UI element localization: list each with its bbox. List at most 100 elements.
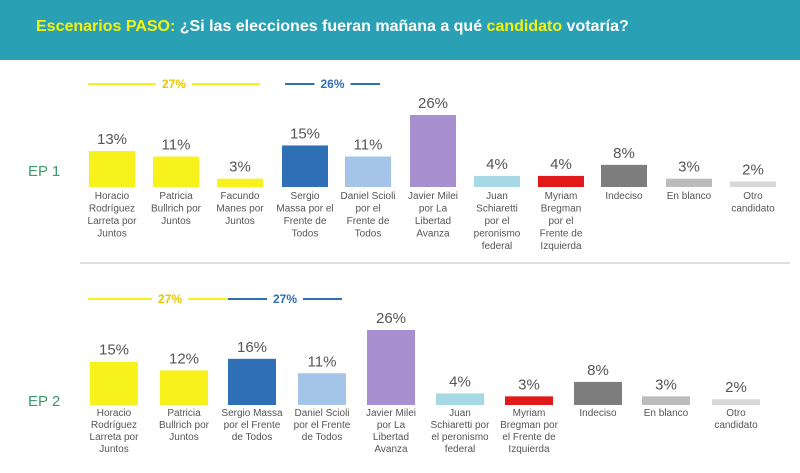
data-label: 15% <box>99 342 129 359</box>
tick-label-line: el Frente de <box>502 432 556 443</box>
bar <box>601 164 647 187</box>
tick-label: En blanco <box>644 408 689 419</box>
data-label: 12% <box>169 350 199 367</box>
tick-label-line: Horacio <box>97 408 132 419</box>
data-label: 2% <box>725 379 747 396</box>
tick-label-line: Myriam <box>513 408 546 419</box>
group-total-label: 27% <box>162 77 186 91</box>
tick-label: Daniel Scioli por el Frente de Todos <box>340 191 395 240</box>
tick-label-line: Indeciso <box>579 408 617 419</box>
data-label: 3% <box>678 159 700 176</box>
tick-label-line: Rodríguez <box>91 420 137 431</box>
tick-label-line: Facundo <box>221 191 260 202</box>
header-banner: Escenarios PASO: ¿Si las elecciones fuer… <box>0 0 800 60</box>
data-label: 26% <box>376 310 406 327</box>
tick-label: Patricia Bullrich por Juntos <box>159 408 210 443</box>
bar <box>160 370 208 405</box>
bar <box>666 178 712 187</box>
group-total-label: 26% <box>320 77 344 91</box>
tick-label-line: Avanza <box>374 444 408 455</box>
tick-label-line: Libertad <box>373 432 409 443</box>
group-total-label: 27% <box>158 292 182 306</box>
tick-label: En blanco <box>667 191 712 202</box>
tick-label-line: Larreta por <box>90 432 140 443</box>
tick-label-line: Schiaretti por <box>431 420 491 431</box>
tick-label-line: Todos <box>355 229 382 240</box>
tick-label-line: En blanco <box>667 191 712 202</box>
tick-label-line: Izquierda <box>540 241 582 252</box>
tick-label: Indeciso <box>605 191 643 202</box>
tick-label: Juan Schiaretti por el peronismo federal <box>431 408 491 455</box>
tick-label-line: Manes por <box>216 204 264 215</box>
tick-label-line: Avanza <box>416 229 450 240</box>
tick-label: Myriam Bregman por el Frente de Izquierda <box>540 191 583 252</box>
title-prefix: Escenarios PASO: <box>36 18 176 35</box>
tick-label-line: Frente de <box>347 216 390 227</box>
tick-label-line: Juntos <box>161 216 190 227</box>
tick-label-line: En blanco <box>644 408 689 419</box>
tick-label-line: Patricia <box>159 191 193 202</box>
tick-label-line: Patricia <box>167 408 201 419</box>
tick-label-line: Schiaretti <box>476 204 518 215</box>
series-label-ep2: EP 2 <box>28 393 60 410</box>
bar <box>712 399 760 405</box>
tick-label-line: por el Frente <box>224 420 281 431</box>
tick-label-line: por La <box>377 420 406 431</box>
data-label: 8% <box>613 145 635 162</box>
bar <box>642 396 690 405</box>
data-label: 11% <box>308 353 337 370</box>
bar <box>505 396 553 405</box>
bar <box>298 373 346 405</box>
tick-label: Otro candidato <box>714 408 758 431</box>
bar <box>474 175 520 187</box>
bar <box>345 156 391 187</box>
tick-label-line: Javier Milei <box>408 191 458 202</box>
chart-title: Escenarios PASO: ¿Si las elecciones fuer… <box>36 18 629 36</box>
tick-label-line: Juan <box>449 408 471 419</box>
tick-label-line: peronismo <box>474 229 521 240</box>
tick-label-line: por el <box>484 216 509 227</box>
tick-label-line: Rodríguez <box>89 204 135 215</box>
tick-label-line: Massa por el <box>276 204 333 215</box>
tick-label-line: de Todos <box>302 432 342 443</box>
tick-label-line: federal <box>482 241 513 252</box>
bar <box>574 381 622 405</box>
bar <box>90 361 138 405</box>
bar <box>730 181 776 187</box>
tick-label-line: Juan <box>486 191 508 202</box>
tick-label-line: Juntos <box>225 216 254 227</box>
tick-label-line: Daniel Scioli <box>340 191 395 202</box>
tick-label-line: Juntos <box>169 432 198 443</box>
bar <box>436 393 484 405</box>
tick-label-line: Izquierda <box>508 444 550 455</box>
tick-label: Otro candidato <box>731 191 775 215</box>
data-label: 26% <box>418 95 448 112</box>
data-label: 3% <box>229 159 251 176</box>
tick-label-line: Juntos <box>97 229 126 240</box>
tick-label-line: federal <box>445 444 476 455</box>
tick-label-line: Bregman por <box>500 420 558 431</box>
tick-label-line: Daniel Scioli <box>294 408 349 419</box>
bar <box>217 178 263 187</box>
data-label: 4% <box>550 156 572 173</box>
tick-label-line: Frente de <box>540 229 583 240</box>
tick-label: Juan Schiaretti por el peronismo federal <box>474 191 521 252</box>
tick-label-line: Bregman <box>541 204 582 215</box>
tick-label-line: Sergio Massa <box>221 408 283 419</box>
tick-label: Javier Milei por La Libertad Avanza <box>408 191 458 240</box>
data-label: 4% <box>449 373 471 390</box>
tick-label: Myriam Bregman por el Frente de Izquierda <box>500 408 558 455</box>
tick-label-line: Myriam <box>545 191 578 202</box>
bar <box>410 115 456 187</box>
tick-label-line: Bullrich por <box>151 204 202 215</box>
tick-label-line: Larreta por <box>88 216 138 227</box>
tick-label-line: candidato <box>714 420 758 431</box>
bar <box>367 330 415 405</box>
tick-label: Facundo Manes por Juntos <box>216 191 264 227</box>
tick-label-line: el peronismo <box>431 432 489 443</box>
title-highlight: candidato <box>486 18 563 35</box>
bar <box>89 151 135 187</box>
bar <box>282 145 328 187</box>
title-suffix: votaría? <box>562 18 629 35</box>
